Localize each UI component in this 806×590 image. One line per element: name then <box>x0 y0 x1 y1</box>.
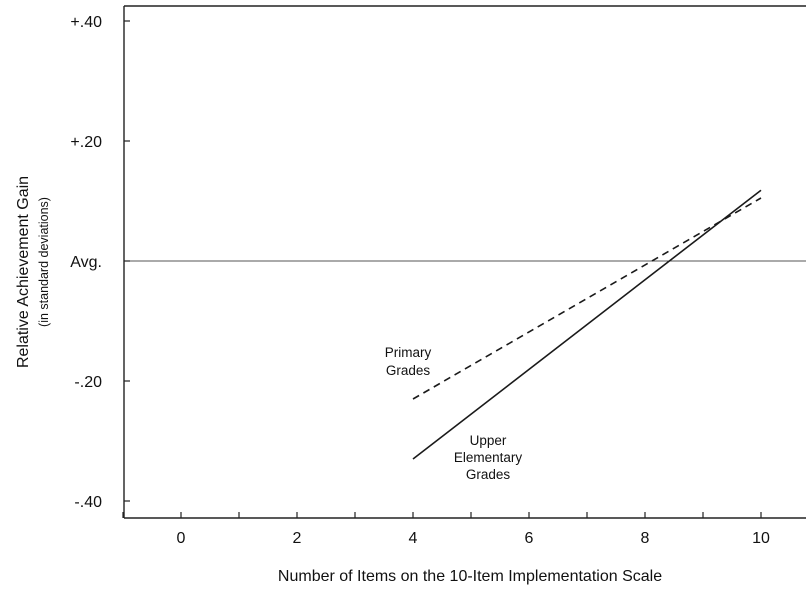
y-tick-label: +.20 <box>70 134 102 151</box>
series-line-primary-grades <box>412 197 762 400</box>
series-line-upper-elementary-grades <box>412 189 762 460</box>
series-labels: Primary Grades Upper Elementary Grades <box>385 345 523 482</box>
x-axis-title: Number of Items on the 10-Item Implement… <box>278 568 662 585</box>
series-label-upper-elementary-grades: Upper Elementary Grades <box>454 433 523 482</box>
axes <box>123 5 806 519</box>
y-tick-label: +.40 <box>70 14 102 31</box>
x-tick-label: 6 <box>525 530 534 547</box>
x-tick-label: 0 <box>177 530 186 547</box>
x-tick-label: 4 <box>409 530 418 547</box>
series <box>412 189 762 460</box>
x-tick-label: 10 <box>752 530 770 547</box>
y-tick-label: -.20 <box>74 374 102 391</box>
x-tick-label: 2 <box>293 530 302 547</box>
x-tick-label: 8 <box>641 530 650 547</box>
series-label-primary-grades: Primary Grades <box>385 345 432 378</box>
y-tick-label: -.40 <box>74 494 102 511</box>
y-axis-subtitle: (in standard deviations) <box>37 197 51 327</box>
y-ticks: +.40 +.20 Avg. -.20 -.40 <box>70 14 130 511</box>
x-ticks: 0 2 4 6 8 10 <box>122 512 770 547</box>
y-tick-label: Avg. <box>70 254 102 271</box>
y-axis-title: Relative Achievement Gain <box>15 176 32 368</box>
